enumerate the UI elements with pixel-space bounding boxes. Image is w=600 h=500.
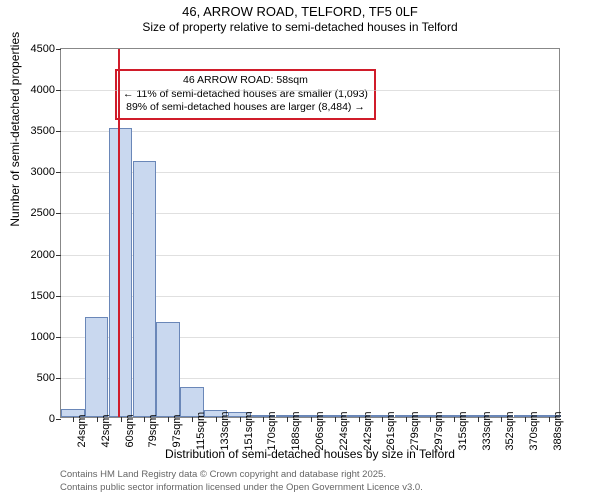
attribution-line2: Contains public sector information licen…: [60, 482, 423, 494]
y-tick-label: 1000: [31, 331, 55, 343]
grid-line: [61, 90, 559, 91]
x-tick-label: 24sqm: [76, 414, 88, 447]
bar: [133, 161, 156, 417]
x-tick-mark: [216, 417, 217, 422]
y-tick-mark: [56, 296, 61, 297]
x-tick-label: 79sqm: [147, 414, 159, 447]
y-tick-mark: [56, 378, 61, 379]
chart-title-main: 46, ARROW ROAD, TELFORD, TF5 0LF: [0, 4, 600, 19]
y-tick-label: 2500: [31, 207, 55, 219]
y-tick-mark: [56, 49, 61, 50]
x-tick-label: 242sqm: [362, 411, 374, 450]
x-tick-mark: [97, 417, 98, 422]
x-tick-label: 224sqm: [338, 411, 350, 450]
y-tick-mark: [56, 255, 61, 256]
y-tick-label: 4500: [31, 43, 55, 55]
x-tick-label: 297sqm: [433, 411, 445, 450]
x-tick-mark: [240, 417, 241, 422]
y-tick-label: 0: [49, 413, 55, 425]
x-tick-label: 42sqm: [100, 414, 112, 447]
annotation-line3: 89% of semi-detached houses are larger (…: [123, 101, 368, 115]
bar: [156, 322, 179, 417]
chart-title-sub: Size of property relative to semi-detach…: [0, 20, 600, 34]
x-tick-mark: [335, 417, 336, 422]
x-tick-label: 97sqm: [171, 414, 183, 447]
annotation-line1: 46 ARROW ROAD: 58sqm: [123, 74, 368, 88]
x-tick-mark: [192, 417, 193, 422]
attribution-block: Contains HM Land Registry data © Crown c…: [60, 469, 423, 494]
x-tick-label: 315sqm: [457, 411, 469, 450]
y-tick-mark: [56, 419, 61, 420]
y-tick-mark: [56, 213, 61, 214]
x-tick-label: 333sqm: [481, 411, 493, 450]
annotation-box: 46 ARROW ROAD: 58sqm ← 11% of semi-detac…: [115, 69, 376, 120]
x-tick-mark: [454, 417, 455, 422]
x-tick-label: 60sqm: [124, 414, 136, 447]
grid-line: [61, 131, 559, 132]
y-tick-label: 3000: [31, 166, 55, 178]
x-tick-label: 370sqm: [528, 411, 540, 450]
y-tick-label: 1500: [31, 290, 55, 302]
x-tick-label: 206sqm: [314, 411, 326, 450]
bar: [109, 128, 132, 417]
y-tick-label: 2000: [31, 249, 55, 261]
y-tick-label: 3500: [31, 125, 55, 137]
x-tick-mark: [406, 417, 407, 422]
x-tick-label: 261sqm: [385, 411, 397, 450]
x-tick-mark: [311, 417, 312, 422]
y-axis-label: Number of semi-detached properties: [8, 32, 22, 227]
y-tick-mark: [56, 172, 61, 173]
x-tick-mark: [525, 417, 526, 422]
x-tick-label: 388sqm: [552, 411, 564, 450]
y-tick-mark: [56, 90, 61, 91]
x-tick-mark: [359, 417, 360, 422]
chart-plot-area: 46 ARROW ROAD: 58sqm ← 11% of semi-detac…: [60, 48, 560, 418]
reference-line: [118, 49, 120, 417]
x-tick-mark: [287, 417, 288, 422]
x-tick-mark: [144, 417, 145, 422]
x-tick-label: 133sqm: [219, 411, 231, 450]
x-tick-label: 279sqm: [409, 411, 421, 450]
y-tick-label: 500: [37, 372, 55, 384]
x-tick-mark: [73, 417, 74, 422]
y-tick-label: 4000: [31, 84, 55, 96]
attribution-line1: Contains HM Land Registry data © Crown c…: [60, 469, 423, 481]
bar: [85, 317, 108, 417]
x-tick-label: 188sqm: [290, 411, 302, 450]
y-tick-mark: [56, 337, 61, 338]
x-tick-label: 151sqm: [243, 411, 255, 450]
x-tick-mark: [549, 417, 550, 422]
x-tick-label: 115sqm: [195, 412, 207, 450]
x-tick-mark: [478, 417, 479, 422]
x-tick-mark: [430, 417, 431, 422]
x-tick-label: 170sqm: [266, 411, 278, 450]
x-tick-mark: [168, 417, 169, 422]
x-tick-mark: [121, 417, 122, 422]
x-tick-mark: [501, 417, 502, 422]
x-tick-mark: [382, 417, 383, 422]
x-tick-label: 352sqm: [504, 411, 516, 450]
chart-title-block: 46, ARROW ROAD, TELFORD, TF5 0LF Size of…: [0, 0, 600, 34]
x-axis-label: Distribution of semi-detached houses by …: [60, 447, 560, 461]
x-tick-mark: [263, 417, 264, 422]
y-tick-mark: [56, 131, 61, 132]
